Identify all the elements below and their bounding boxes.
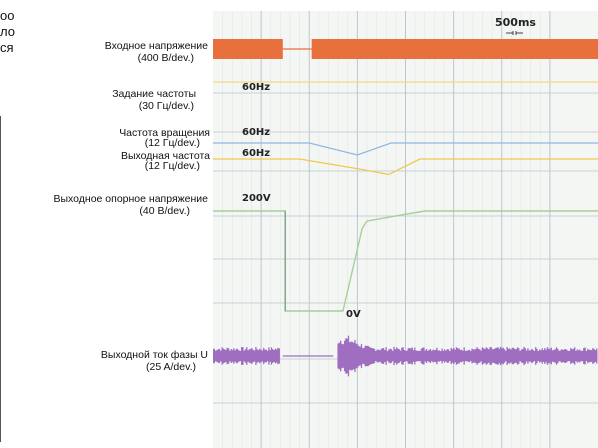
label-freq-setting-name: Задание частоты xyxy=(112,88,196,100)
value-rot-speed: 60Hz xyxy=(242,127,271,138)
trace-input-voltage-segment-1 xyxy=(213,39,283,59)
label-phase-current-name: Выходной ток фазы U xyxy=(100,349,208,361)
label-ref-voltage-scale: (40 В/dev.) xyxy=(139,205,190,217)
label-input-voltage-scale: (400 В/dev.) xyxy=(137,52,194,64)
value-out-freq: 60Hz xyxy=(242,148,271,159)
label-input-voltage-name: Входное напряжение xyxy=(104,40,208,52)
trace-out-freq xyxy=(213,158,598,176)
label-out-freq: Выходная частота (12 Гц/dev.) xyxy=(120,150,210,172)
traces-group xyxy=(213,39,598,377)
label-phase-current-scale: (25 A/dev.) xyxy=(146,361,196,373)
label-rot-speed: Частота вращения (12 Гц/dev.) xyxy=(119,127,210,149)
trace-phase-current-band-2 xyxy=(337,335,598,377)
grid-group xyxy=(213,11,598,448)
oscillogram-svg: 500ms xyxy=(213,11,598,448)
label-freq-setting-scale: (30 Гц/dev.) xyxy=(138,100,194,112)
value-freq-setting: 60Hz xyxy=(242,82,271,93)
trace-rot-speed xyxy=(213,142,598,156)
channel-labels: Входное напряжение (400 В/dev.) Задание … xyxy=(0,0,212,448)
left-border-line xyxy=(0,116,1,442)
label-out-freq-scale: (12 Гц/dev.) xyxy=(144,160,200,172)
label-phase-current: Выходной ток фазы U (25 A/dev.) xyxy=(101,349,208,373)
label-rot-speed-scale: (12 Гц/dev.) xyxy=(144,137,200,149)
value-ref-voltage-zero: 0V xyxy=(346,309,361,320)
label-input-voltage: Входное напряжение (400 В/dev.) xyxy=(105,40,208,64)
timebase-marker-icon xyxy=(506,31,523,35)
left-text-fragment-2: ло xyxy=(0,24,15,39)
label-rot-speed-name: Частота вращения xyxy=(119,127,210,139)
label-out-freq-name: Выходная частота xyxy=(120,150,210,162)
label-ref-voltage: Выходное опорное напряжение (40 В/dev.) xyxy=(53,193,208,217)
left-text-fragment-3: ся xyxy=(0,40,14,55)
timebase-label: 500ms xyxy=(495,16,536,29)
trace-phase-current-band-1 xyxy=(213,347,280,365)
label-freq-setting: Задание частоты (30 Гц/dev.) xyxy=(112,88,196,112)
label-ref-voltage-name: Выходное опорное напряжение xyxy=(53,193,208,205)
oscillogram-panel: 500ms 60Hz 60Hz 60Hz 200V 0V xyxy=(213,11,598,448)
left-text-fragment-1: оо xyxy=(0,8,15,23)
value-ref-voltage: 200V xyxy=(242,193,271,204)
trace-input-voltage-segment-2 xyxy=(311,39,598,59)
